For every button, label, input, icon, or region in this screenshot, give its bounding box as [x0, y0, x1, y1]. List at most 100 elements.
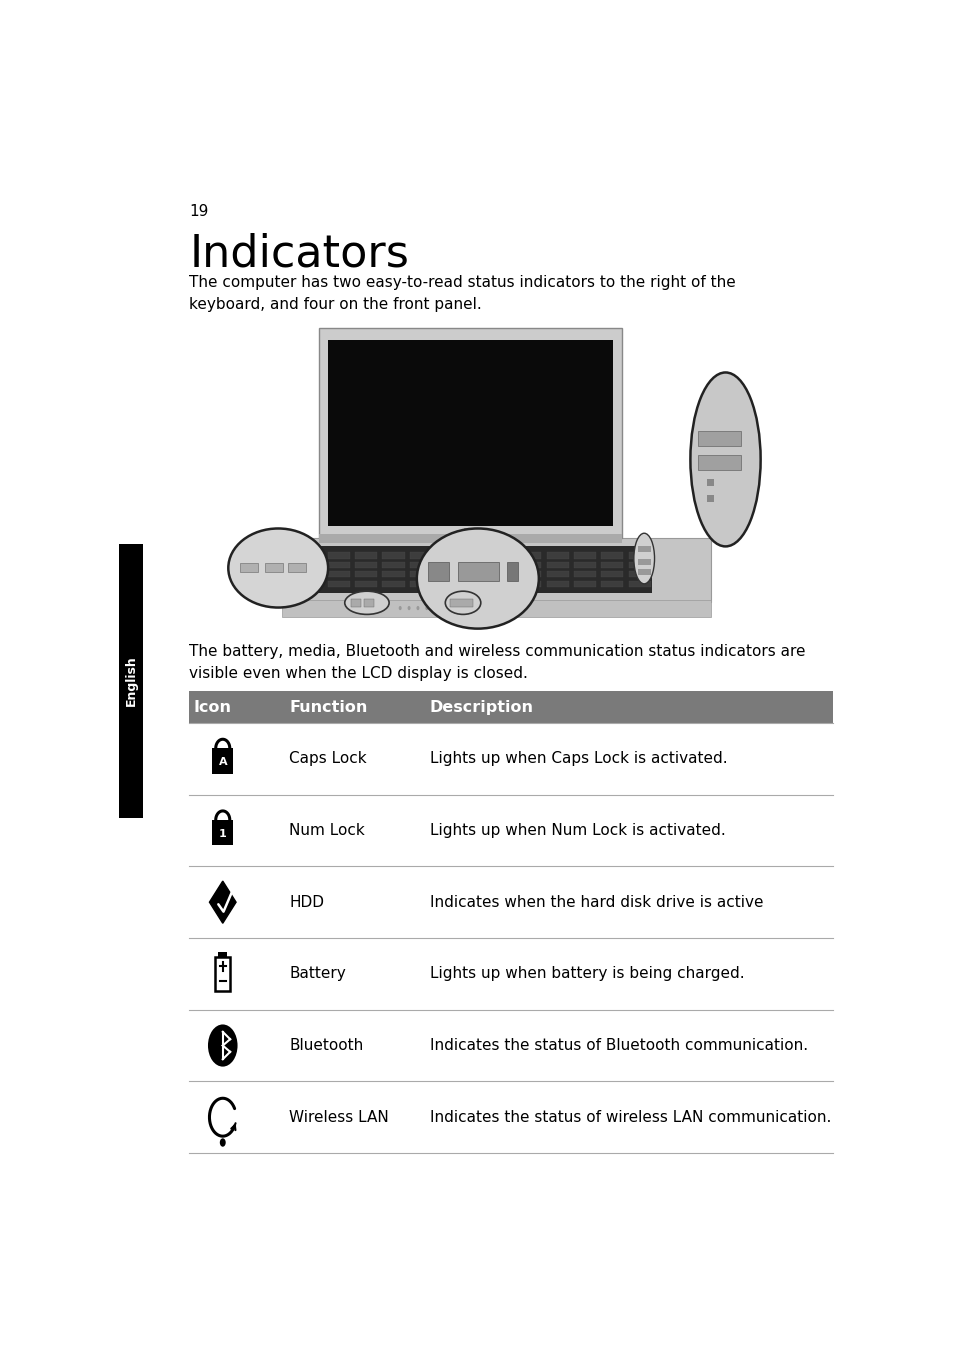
Text: Lights up when battery is being charged.: Lights up when battery is being charged.: [429, 967, 743, 982]
Circle shape: [452, 606, 455, 611]
Bar: [628, 571, 650, 578]
Bar: [518, 580, 541, 587]
Bar: [600, 571, 623, 578]
Bar: [698, 456, 740, 470]
Bar: [436, 561, 459, 568]
Bar: [600, 552, 623, 559]
Bar: [600, 580, 623, 587]
Bar: [600, 561, 623, 568]
Bar: [364, 598, 374, 606]
Text: Battery: Battery: [289, 967, 346, 982]
Text: Wireless LAN: Wireless LAN: [289, 1110, 389, 1125]
Bar: [492, 580, 514, 587]
Bar: [355, 552, 376, 559]
Bar: [706, 496, 714, 501]
Text: Num Lock: Num Lock: [289, 823, 365, 838]
Bar: [382, 561, 404, 568]
Ellipse shape: [228, 528, 328, 608]
Text: English: English: [125, 656, 137, 706]
Circle shape: [434, 606, 436, 611]
Bar: [239, 563, 258, 572]
Bar: [574, 552, 596, 559]
Bar: [410, 552, 432, 559]
Bar: [213, 820, 233, 845]
Text: 1: 1: [218, 828, 227, 839]
Bar: [457, 561, 498, 580]
Circle shape: [407, 606, 410, 611]
Polygon shape: [210, 882, 235, 923]
Circle shape: [208, 1024, 237, 1066]
Bar: [410, 561, 432, 568]
Bar: [328, 552, 350, 559]
Bar: [119, 543, 143, 817]
Bar: [628, 580, 650, 587]
Bar: [546, 561, 568, 568]
Text: Icon: Icon: [193, 700, 231, 715]
Circle shape: [219, 1138, 226, 1147]
Bar: [450, 598, 472, 606]
Bar: [628, 552, 650, 559]
Bar: [628, 561, 650, 568]
Circle shape: [425, 606, 428, 611]
Bar: [282, 538, 710, 602]
Circle shape: [398, 606, 401, 611]
Bar: [300, 571, 322, 578]
Bar: [706, 479, 714, 486]
Bar: [492, 561, 514, 568]
Bar: [282, 600, 710, 616]
Text: 19: 19: [190, 204, 209, 219]
Bar: [518, 561, 541, 568]
Bar: [429, 572, 503, 598]
Text: A: A: [218, 757, 227, 767]
Bar: [637, 546, 650, 552]
Bar: [296, 546, 651, 593]
Bar: [637, 570, 650, 575]
Bar: [215, 957, 230, 991]
Bar: [328, 571, 350, 578]
Bar: [464, 552, 486, 559]
Bar: [518, 552, 541, 559]
Bar: [351, 598, 360, 606]
Text: Indicates when the hard disk drive is active: Indicates when the hard disk drive is ac…: [429, 895, 762, 909]
Circle shape: [442, 606, 446, 611]
Bar: [328, 341, 613, 526]
Text: Function: Function: [289, 700, 367, 715]
Bar: [382, 571, 404, 578]
Text: The battery, media, Bluetooth and wireless communication status indicators are
v: The battery, media, Bluetooth and wirele…: [190, 643, 805, 682]
Bar: [300, 580, 322, 587]
Bar: [574, 561, 596, 568]
Bar: [190, 691, 832, 723]
Text: Indicates the status of wireless LAN communication.: Indicates the status of wireless LAN com…: [429, 1110, 830, 1125]
Bar: [410, 580, 432, 587]
Text: Indicators: Indicators: [190, 233, 409, 275]
Bar: [464, 580, 486, 587]
Text: The computer has two easy-to-read status indicators to the right of the
keyboard: The computer has two easy-to-read status…: [190, 275, 736, 312]
Text: Description: Description: [429, 700, 534, 715]
Ellipse shape: [690, 372, 760, 546]
Bar: [300, 561, 322, 568]
Ellipse shape: [344, 591, 389, 615]
Circle shape: [460, 606, 463, 611]
Bar: [464, 571, 486, 578]
Bar: [464, 561, 486, 568]
Bar: [574, 580, 596, 587]
Bar: [265, 563, 283, 572]
Circle shape: [416, 606, 419, 611]
Bar: [574, 571, 596, 578]
Bar: [492, 552, 514, 559]
Bar: [518, 571, 541, 578]
Bar: [428, 561, 449, 580]
Bar: [507, 561, 518, 580]
Bar: [355, 571, 376, 578]
Bar: [318, 534, 621, 542]
Bar: [300, 552, 322, 559]
Bar: [288, 563, 306, 572]
Text: Lights up when Num Lock is activated.: Lights up when Num Lock is activated.: [429, 823, 725, 838]
Text: HDD: HDD: [289, 895, 324, 909]
Bar: [382, 552, 404, 559]
Ellipse shape: [416, 528, 538, 628]
Bar: [436, 571, 459, 578]
Text: Bluetooth: Bluetooth: [289, 1038, 363, 1053]
Bar: [382, 580, 404, 587]
Ellipse shape: [445, 591, 480, 615]
